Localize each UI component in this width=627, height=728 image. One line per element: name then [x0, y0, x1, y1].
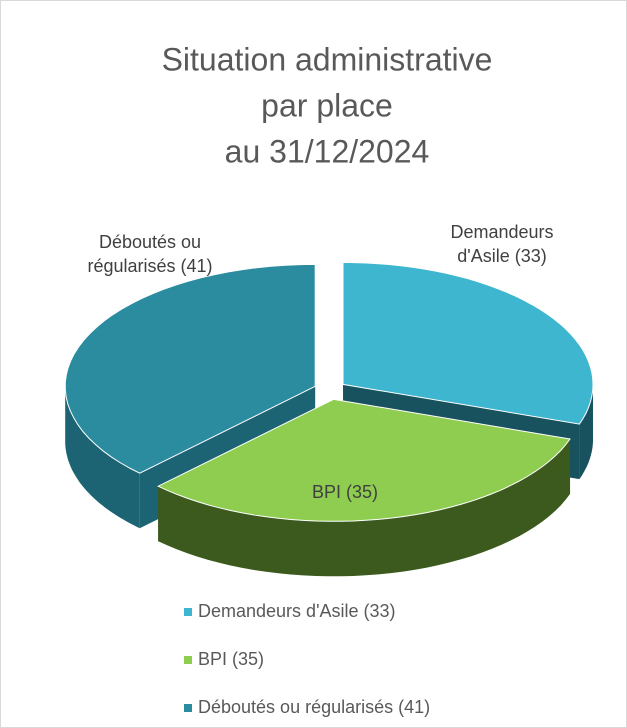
chart-title: au 31/12/2024	[225, 133, 430, 169]
legend-label: Demandeurs d'Asile (33)	[198, 601, 396, 621]
slice-side	[65, 386, 140, 529]
slice	[157, 398, 571, 522]
legend-swatch	[184, 704, 192, 712]
slice	[64, 263, 316, 474]
slice-side	[158, 439, 570, 577]
slice-side	[579, 384, 593, 480]
chart-title: par place	[261, 87, 393, 123]
slice-label: BPI (35)	[311, 482, 379, 502]
slice-label: Déboutés ou régularisés (41)	[87, 232, 213, 276]
legend-swatch	[184, 608, 192, 616]
legend-label: BPI (35)	[198, 649, 264, 669]
slice-label: Demandeurs d'Asile (33)	[450, 222, 554, 266]
slice	[342, 261, 594, 425]
legend-label: Déboutés ou régularisés (41)	[198, 697, 430, 717]
legend-swatch	[184, 656, 192, 664]
chart-title: Situation administrative	[162, 41, 493, 77]
